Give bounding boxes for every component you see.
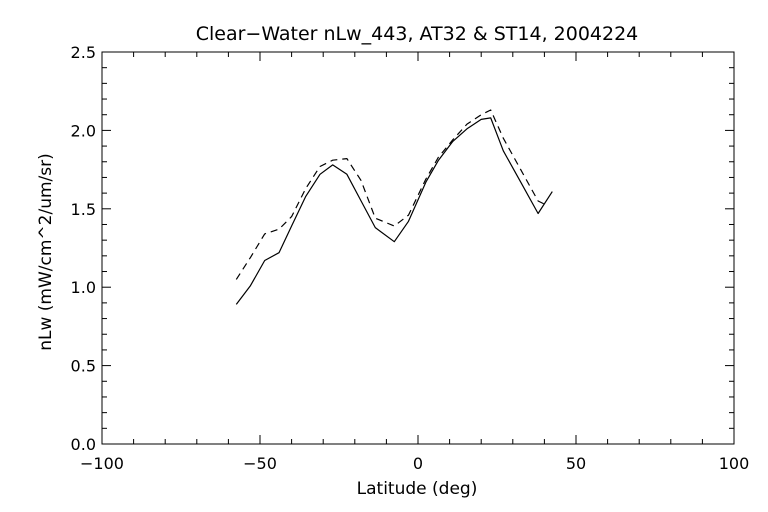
series-line-solid (235, 117, 553, 305)
plot-frame (101, 51, 735, 445)
y-tick-label: 1.5 (71, 200, 96, 219)
axis-ticks: −100 −50 0 50 100 0.0 0.5 1.0 1.5 2.0 2.5 (71, 43, 750, 473)
plot-axes (101, 51, 735, 445)
x-axis-label: Latitude (deg) (357, 479, 478, 499)
y-tick-label: 2.5 (71, 43, 96, 62)
series-layer (235, 109, 553, 305)
x-tick-label: 50 (566, 454, 586, 473)
series-line-dashed (235, 109, 545, 280)
x-tick-label: −50 (243, 454, 277, 473)
y-tick-label: 0.5 (71, 357, 96, 376)
x-tick-label: 100 (719, 454, 750, 473)
y-tick-label: 1.0 (71, 278, 96, 297)
x-tick-label: −100 (80, 454, 124, 473)
y-tick-label: 0.0 (71, 435, 96, 454)
y-axis-label: nLw (mW/cm^2/um/sr) (36, 153, 56, 351)
chart-title: Clear−Water nLw_443, AT32 & ST14, 200422… (196, 23, 639, 45)
x-tick-label: 0 (413, 454, 423, 473)
y-tick-label: 2.0 (71, 121, 96, 140)
